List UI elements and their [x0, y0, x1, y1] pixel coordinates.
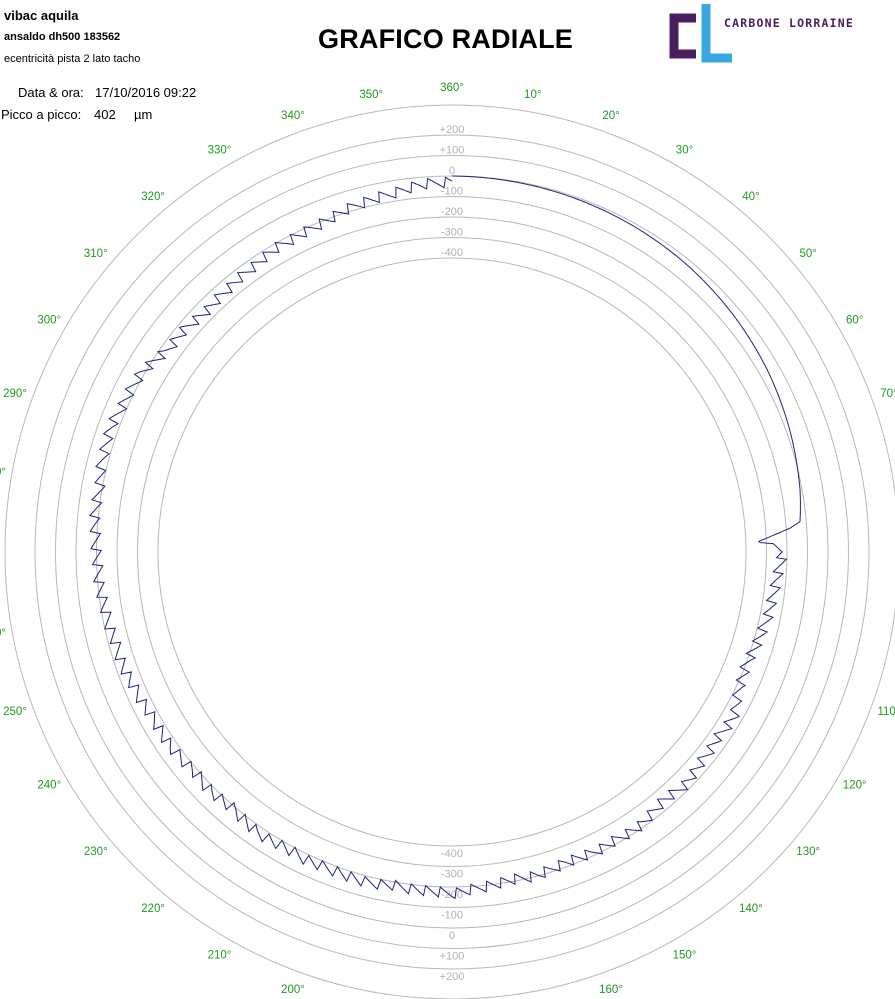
angle-label-150: 150° [673, 950, 697, 962]
date-label: Data & ora: [18, 85, 84, 100]
angular-tick-labels: 360°10°20°30°40°50°60°70°80°90°100°110°1… [0, 82, 895, 996]
angle-label-160: 160° [599, 984, 623, 996]
angle-label-260: 260° [0, 628, 6, 640]
ring-200 [34, 134, 870, 970]
carbone-lorraine-logo [669, 4, 732, 63]
radial-ring-labels: +200+200+100+10000-100-100-200-200-300-3… [440, 124, 465, 983]
angle-label-20: 20° [602, 110, 619, 122]
angle-label-140: 140° [739, 903, 763, 915]
ring--200 [116, 216, 788, 888]
date-value: 17/10/2016 09:22 [95, 85, 197, 100]
radial-grid [4, 104, 895, 999]
angle-label-300: 300° [37, 315, 61, 327]
angle-label-240: 240° [37, 780, 61, 792]
ring-label-top-100: +100 [440, 145, 465, 157]
peak-to-peak-unit: µm [134, 107, 153, 122]
angle-label-220: 220° [141, 903, 165, 915]
ring--100 [96, 196, 808, 908]
angle-label-40: 40° [742, 191, 759, 203]
ring-label-bottom--400: -400 [441, 848, 463, 860]
logo-c-letter [669, 13, 696, 59]
angle-label-110: 110° [877, 706, 895, 718]
ring-label-top--300: -300 [441, 227, 463, 239]
angle-label-120: 120° [843, 780, 867, 792]
chart-title: GRAFICO RADIALE [318, 24, 573, 54]
ring-0 [75, 175, 829, 929]
trace-layer [88, 175, 801, 900]
ring-label-bottom-0: 0 [449, 930, 455, 942]
ring-label-top-200: +200 [440, 124, 465, 136]
angle-label-280: 280° [0, 466, 6, 478]
angle-label-250: 250° [3, 706, 27, 718]
angle-label-290: 290° [3, 388, 27, 400]
angle-label-340: 340° [281, 110, 305, 122]
angle-label-60: 60° [846, 315, 863, 327]
machine-name: vibac aquila [4, 8, 79, 23]
ring-label-bottom--300: -300 [441, 869, 463, 881]
ring-label-top-0: 0 [449, 165, 455, 177]
measurement-description: ecentricità pista 2 lato tacho [4, 53, 141, 65]
angle-label-30: 30° [676, 144, 693, 156]
ring--400 [157, 257, 747, 847]
ring-label-top--100: -100 [441, 186, 463, 198]
logo-l-letter [701, 4, 732, 63]
angle-label-320: 320° [141, 191, 165, 203]
angle-label-130: 130° [796, 846, 820, 858]
angle-label-310: 310° [84, 248, 108, 260]
machine-model: ansaldo dh500 183562 [4, 31, 121, 43]
angle-label-0: 360° [440, 82, 464, 94]
angle-label-330: 330° [208, 144, 232, 156]
angle-label-10: 10° [524, 89, 541, 101]
angle-label-70: 70° [880, 388, 895, 400]
peak-to-peak-value: 402 [94, 107, 116, 122]
ring-label-top--400: -400 [441, 247, 463, 259]
peak-to-peak-label: Picco a picco: [1, 107, 82, 122]
outer-circle [4, 104, 895, 999]
ring-label-bottom--100: -100 [441, 910, 463, 922]
ring-label-bottom-100: +100 [440, 951, 465, 963]
logo-text: CARBONE LORRAINE [724, 16, 854, 30]
angle-label-230: 230° [84, 846, 108, 858]
angle-label-50: 50° [800, 248, 817, 260]
ring-label-bottom-200: +200 [440, 971, 465, 983]
angle-label-210: 210° [208, 950, 232, 962]
ring-label-top--200: -200 [441, 206, 463, 218]
ring--300 [137, 237, 767, 867]
trace-series-0 [88, 175, 801, 900]
angle-label-350: 350° [359, 89, 383, 101]
ring-100 [55, 155, 849, 949]
angle-label-200: 200° [281, 984, 305, 996]
